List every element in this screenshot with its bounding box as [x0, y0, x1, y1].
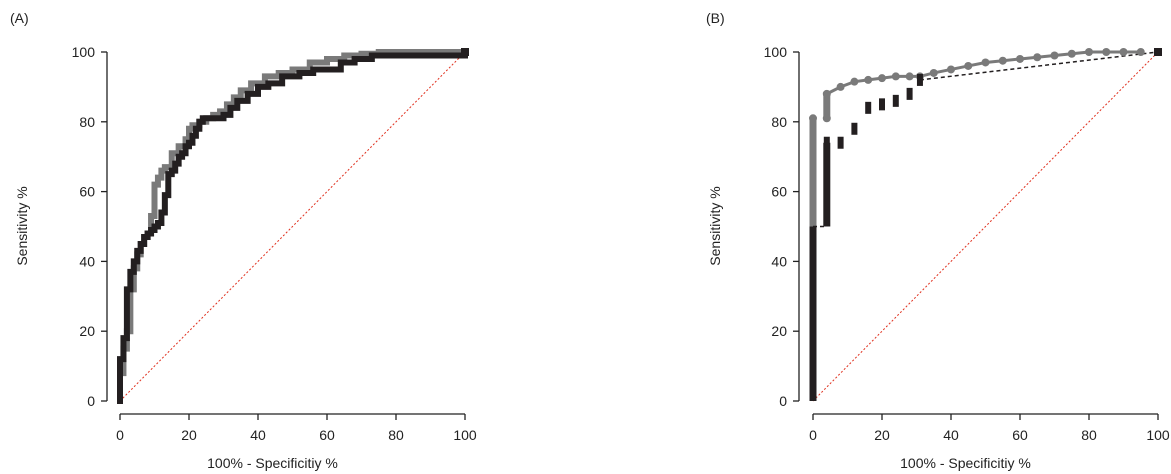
- data-point: [822, 114, 831, 123]
- x-tick-label: 40: [250, 427, 266, 443]
- data-point: [906, 87, 913, 100]
- reference-diagonal: [119, 51, 466, 402]
- panel-label: (A): [10, 10, 29, 26]
- roc-curve-0: [826, 50, 1141, 96]
- data-point: [809, 114, 817, 123]
- x-tick-label: 0: [809, 427, 817, 443]
- dashed-connector: [919, 51, 1159, 81]
- x-tick-label: 80: [388, 427, 404, 443]
- x-tick-label: 100: [453, 427, 477, 443]
- y-tick-label: 0: [779, 393, 787, 409]
- endpoint-marker: [461, 48, 469, 56]
- data-point: [916, 73, 923, 86]
- endpoint-marker: [1154, 48, 1162, 56]
- y-tick-label: 20: [771, 323, 787, 339]
- y-tick-label: 20: [79, 323, 95, 339]
- y-tick-label: 40: [79, 253, 95, 269]
- x-tick-label: 20: [181, 427, 197, 443]
- x-tick-label: 80: [1081, 427, 1097, 443]
- data-point: [823, 136, 830, 149]
- y-tick-label: 80: [79, 114, 95, 130]
- data-point: [851, 122, 858, 135]
- panel-b: (B) 0 20 40 60 80 100 0 20 40 60 80 100 100% - Specif…: [706, 10, 1170, 471]
- x-tick-label: 60: [319, 427, 335, 443]
- reference-diagonal: [812, 51, 1159, 402]
- y-tick-label: 80: [771, 114, 787, 130]
- y-tick-label: 0: [87, 393, 95, 409]
- x-tick-label: 40: [943, 427, 959, 443]
- x-axis-label: 100% - Specificitiy %: [207, 455, 338, 471]
- y-tick-label: 100: [764, 44, 788, 60]
- y-tick-label: 60: [771, 184, 787, 200]
- y-axis-label: Sensitivity %: [14, 186, 30, 265]
- y-tick-label: 60: [79, 184, 95, 200]
- y-axis-label: Sensitivity %: [707, 186, 723, 265]
- data-point: [865, 101, 872, 114]
- x-tick-label: 20: [874, 427, 890, 443]
- x-tick-label: 100: [1146, 427, 1170, 443]
- x-tick-label: 60: [1012, 427, 1028, 443]
- data-point: [892, 94, 899, 107]
- y-tick-label: 40: [771, 253, 787, 269]
- data-point: [837, 136, 844, 149]
- roc-curve-1: [117, 49, 468, 404]
- x-tick-label: 0: [116, 427, 124, 443]
- y-tick-label: 100: [72, 44, 96, 60]
- panel-a: (A) 0 20 40 60 80 100 0 20 40 60 80 100 100% - Specif…: [10, 10, 477, 471]
- panel-label: (B): [706, 10, 725, 26]
- data-point: [879, 98, 885, 111]
- x-axis-label: 100% - Specificitiy %: [900, 455, 1031, 471]
